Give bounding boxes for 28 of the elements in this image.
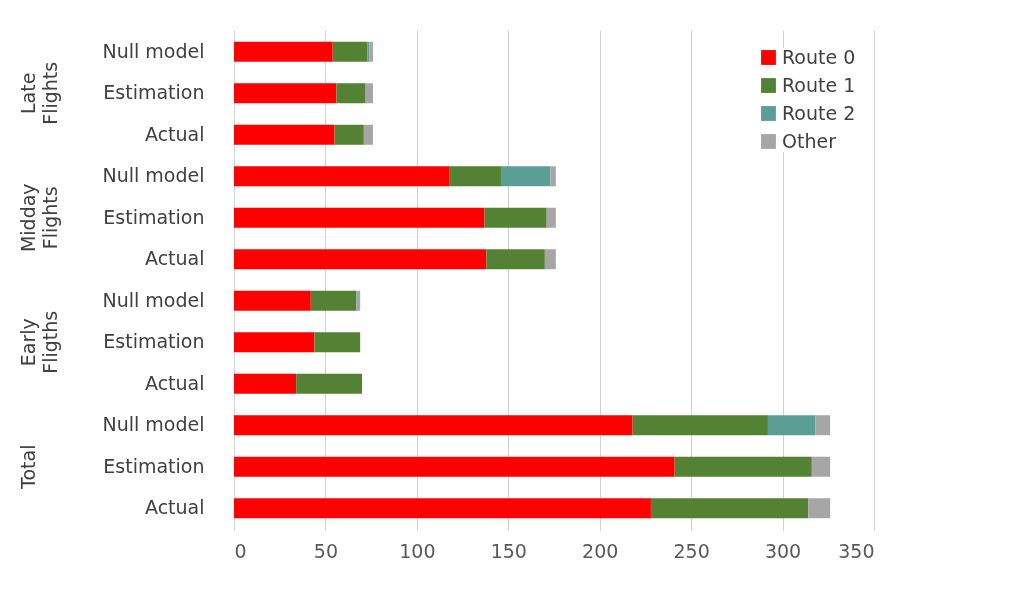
- y-tick-label: Actual: [144, 122, 205, 145]
- x-tick-label: 300: [764, 539, 802, 562]
- text: Early Fligths: [17, 310, 61, 374]
- y-tick-label: Actual: [144, 247, 205, 270]
- text: Late Flights: [17, 61, 61, 125]
- legend-label: Route 2: [782, 101, 856, 124]
- y-tick-label: Estimation: [103, 205, 205, 228]
- y-tick-label: Actual: [144, 371, 205, 394]
- text: Total: [17, 444, 39, 490]
- y-tick-label: Null model: [102, 164, 205, 187]
- text: Midday Flights: [17, 183, 61, 253]
- x-tick-label: 100: [399, 539, 436, 562]
- y-tick-label: Null model: [102, 39, 205, 62]
- y-tick-label: Estimation: [103, 454, 205, 477]
- y-tick-label: Estimation: [103, 81, 205, 104]
- x-tick-label: 50: [313, 539, 339, 562]
- y-tick-label: Null model: [102, 288, 205, 311]
- legend-label: Route 1: [782, 73, 856, 96]
- y-tick-label: Null model: [102, 413, 205, 436]
- y-tick-label: Actual: [144, 496, 205, 519]
- legend-label: Other: [782, 129, 837, 152]
- x-tick-label: 0: [234, 539, 247, 562]
- x-tick-label: 200: [582, 539, 619, 562]
- y-tick-label: Estimation: [103, 330, 205, 353]
- x-tick-label: 350: [838, 539, 875, 562]
- legend-label: Route 0: [782, 45, 856, 68]
- x-tick-label: 150: [490, 539, 527, 562]
- x-tick-label: 250: [673, 539, 710, 562]
